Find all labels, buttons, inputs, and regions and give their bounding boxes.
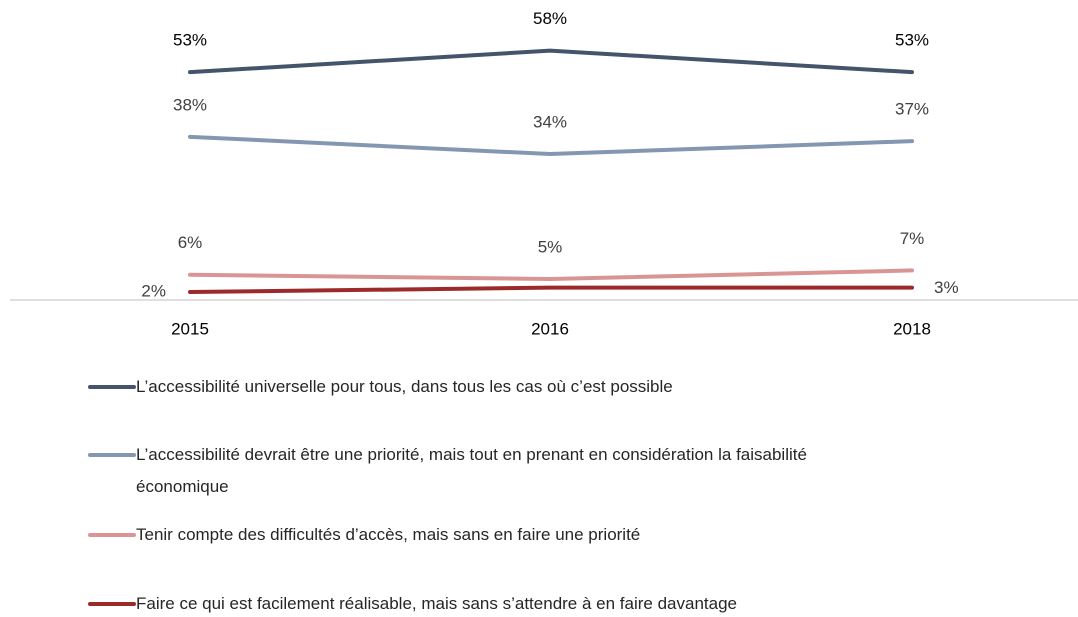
plot: 2015 2016 2018 53% 58% 53% 38% 34% 37% 6% 5% 7% 2% 3% [10, 9, 1078, 338]
legend-label: Faire ce qui est facilement réalisable, … [136, 594, 737, 613]
x-tick-label: 2016 [531, 319, 569, 338]
data-label: 53% [895, 31, 929, 50]
legend-label: L’accessibilité devrait être une priorit… [136, 445, 807, 496]
data-label: 53% [173, 31, 207, 50]
data-label: 5% [538, 238, 563, 257]
data-label: 37% [895, 100, 929, 119]
data-label: 3% [934, 278, 959, 297]
data-label: 38% [173, 95, 207, 114]
legend-item: L’accessibilité universelle pour tous, d… [88, 371, 888, 403]
legend-swatch [88, 385, 136, 389]
data-label: 2% [141, 281, 166, 300]
legend-item: Tenir compte des difficultés d’accès, ma… [88, 519, 888, 551]
series-line [188, 48, 914, 75]
legend-label: Tenir compte des difficultés d’accès, ma… [136, 525, 641, 544]
series-line [188, 134, 914, 157]
x-tick-label: 2015 [171, 319, 209, 338]
data-label: 34% [533, 113, 567, 132]
legend-item: Faire ce qui est facilement réalisable, … [88, 588, 888, 617]
legend-item: L’accessibilité devrait être une priorit… [88, 439, 888, 503]
data-label: 7% [900, 229, 925, 248]
series-line [188, 285, 914, 294]
data-label: 6% [178, 233, 203, 252]
legend-swatch [88, 453, 136, 457]
legend-label: L’accessibilité universelle pour tous, d… [136, 377, 673, 396]
legend-swatch [88, 602, 136, 606]
data-label: 58% [533, 9, 567, 28]
series-line [188, 268, 914, 282]
legend-swatch [88, 533, 136, 537]
x-tick-label: 2018 [893, 319, 931, 338]
